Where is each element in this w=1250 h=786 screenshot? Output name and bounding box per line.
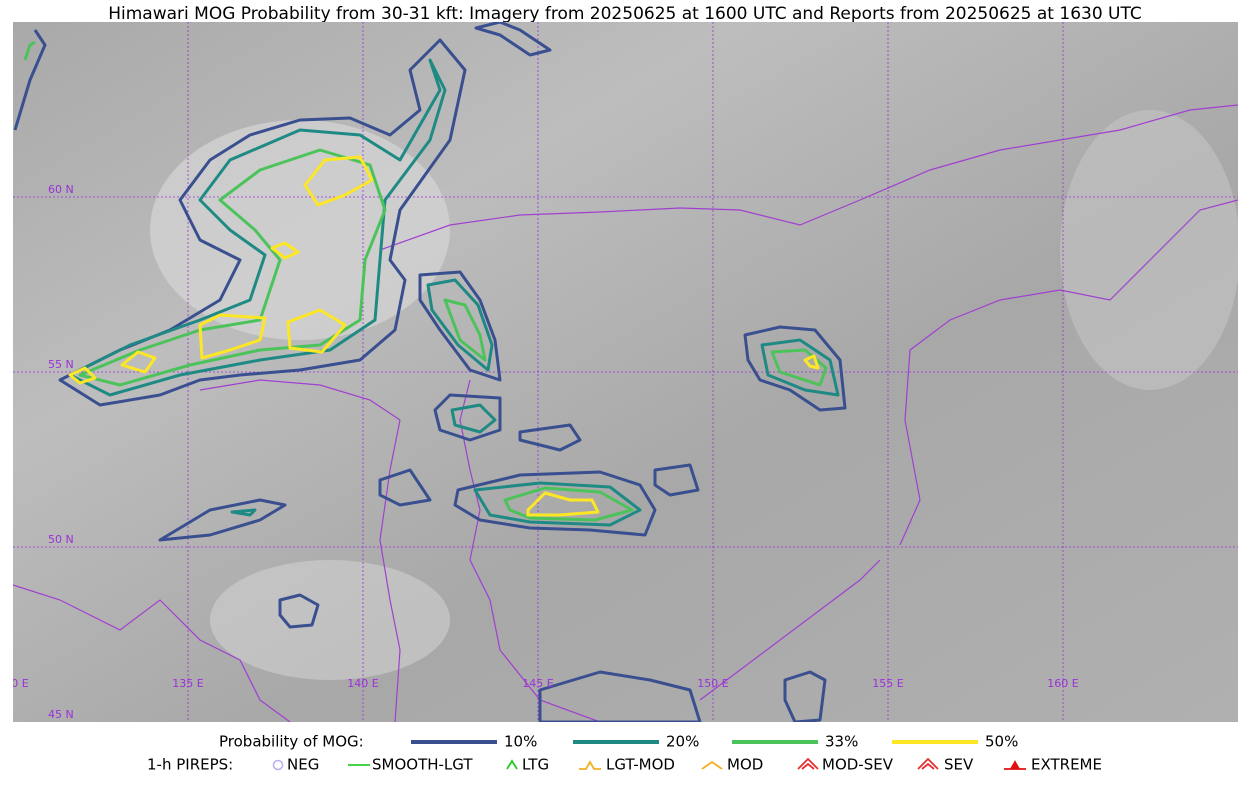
lon-label: 160 E [1047, 677, 1078, 690]
contour [473, 481, 642, 527]
contour [770, 348, 828, 387]
contour [23, 40, 36, 61]
cloud [210, 560, 450, 680]
contour [433, 393, 502, 442]
legend-symbol [797, 757, 819, 770]
legend-symbol [701, 760, 723, 770]
legend-label: NEG [287, 756, 319, 774]
legend-title: Probability of MOG: [219, 733, 364, 751]
legend-symbol [579, 760, 601, 770]
legend-symbol [1004, 760, 1026, 770]
graticule [13, 22, 1238, 722]
contour [418, 270, 502, 382]
contour [278, 593, 320, 629]
contour [474, 22, 552, 57]
contours [13, 22, 847, 722]
legend-label: SMOOTH-LGT [372, 756, 473, 774]
contour [453, 470, 657, 537]
contour [803, 354, 820, 370]
contour [230, 508, 257, 517]
title: Himawari MOG Probability from 30-31 kft:… [108, 4, 1142, 24]
legend-symbol [917, 757, 939, 770]
map: 60 N 55 N 50 N 45 N 130 E 135 E 140 E 145 E 150 … [0, 22, 1238, 722]
legend-label: LTG [522, 756, 549, 774]
lat-label: 60 N [48, 183, 74, 196]
contour [743, 325, 847, 412]
contour [198, 313, 267, 360]
contour [270, 241, 300, 260]
contour [783, 670, 827, 722]
contour [426, 278, 494, 372]
contour [443, 298, 487, 362]
legend: Probability of MOG: 10% 20% 33% 50% 1-h PIREP… [147, 733, 1102, 774]
legend-label: SEV [944, 756, 974, 774]
lat-label: 45 N [48, 708, 74, 721]
lon-label: 130 E [0, 677, 29, 690]
lon-label: 150 E [697, 677, 728, 690]
contour [760, 338, 840, 397]
cloud [1060, 110, 1238, 390]
legend-label: 10% [504, 733, 537, 751]
legend-label: EXTREME [1031, 756, 1102, 774]
lon-label: 135 E [172, 677, 203, 690]
legend-label: 33% [825, 733, 858, 751]
coastlines [13, 104, 1238, 722]
lon-label: 155 E [872, 677, 903, 690]
cloud [150, 120, 450, 340]
legend-title: 1-h PIREPS: [147, 756, 233, 774]
legend-symbol [272, 759, 284, 771]
legend-label: LGT-MOD [606, 756, 675, 774]
contour [120, 350, 157, 374]
contour [303, 155, 374, 207]
contour [58, 38, 467, 407]
contour [158, 498, 287, 542]
lon-label: 145 E [522, 677, 553, 690]
legend-label: MOD [727, 756, 763, 774]
legend-label: 20% [666, 733, 699, 751]
contour [68, 366, 97, 385]
lat-label: 50 N [48, 533, 74, 546]
grid-labels: 60 N 55 N 50 N 45 N 130 E 135 E 140 E 145 E 150 … [0, 183, 1079, 721]
lat-label: 55 N [48, 358, 74, 371]
contour [518, 423, 582, 452]
contour [450, 403, 497, 434]
contour [68, 58, 447, 397]
contour [286, 308, 347, 354]
contour [653, 463, 700, 497]
contour [378, 468, 432, 507]
contour [526, 491, 600, 517]
contour [538, 670, 702, 722]
legend-label: MOD-SEV [822, 756, 894, 774]
legend-symbol [506, 759, 518, 770]
lon-label: 140 E [347, 677, 378, 690]
contour [13, 29, 47, 131]
contour [503, 486, 634, 522]
legend-label: 50% [985, 733, 1018, 751]
